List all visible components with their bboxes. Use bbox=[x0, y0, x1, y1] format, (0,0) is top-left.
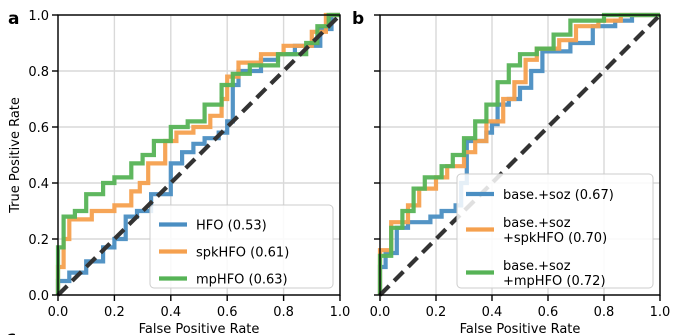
y-axis-label: True Positive Rate bbox=[8, 97, 23, 214]
legend-label-2: base.+soz +mpHFO (0.72) bbox=[503, 259, 606, 289]
roc-curve-2 bbox=[55, 12, 340, 295]
legend-label-1: base.+soz +spkHFO (0.70) bbox=[503, 216, 607, 246]
panel-letter-b: b bbox=[352, 9, 364, 29]
x-tick-label: 0.4 bbox=[160, 305, 181, 320]
panel-letter-a: a bbox=[8, 9, 19, 29]
plot-frame bbox=[57, 14, 341, 296]
y-tick-label: 1.0 bbox=[28, 9, 49, 24]
legend-box bbox=[456, 173, 654, 289]
x-axis-label: False Positive Rate bbox=[460, 322, 581, 335]
y-tick-label: 0.4 bbox=[28, 177, 49, 192]
y-tick-label: 0.8 bbox=[28, 65, 49, 80]
y-tick-label: 0.0 bbox=[28, 289, 49, 304]
x-axis-label: False Positive Rate bbox=[139, 322, 260, 335]
chance-diagonal-line bbox=[378, 13, 662, 297]
x-tick-label: 0.8 bbox=[594, 305, 615, 320]
x-tick-label: 0.6 bbox=[538, 305, 559, 320]
plot-frame bbox=[379, 14, 661, 296]
panel-a: 0.0 0.2 0.4 0.6 0.8 1.0 0.0 0.2 0.4 0.6 0.8 1.0 Fals… bbox=[8, 9, 350, 335]
roc-curve-2 bbox=[377, 12, 660, 295]
x-tick-label: 0.2 bbox=[426, 305, 447, 320]
x-tick-label: 0.0 bbox=[370, 305, 391, 320]
y-tick-label: 0.2 bbox=[28, 233, 49, 248]
x-tick-label: 1.0 bbox=[330, 305, 351, 320]
x-tick-label: 0.0 bbox=[48, 305, 69, 320]
panel-letter-c: c bbox=[6, 328, 16, 335]
legend-label-2: mpHFO (0.63) bbox=[196, 273, 288, 288]
panel-b: 0.0 0.2 0.4 0.6 0.8 1.0 False Positive Rate b ba… bbox=[352, 9, 670, 335]
chance-diagonal-line bbox=[56, 13, 342, 297]
legend-label-0: base.+soz (0.67) bbox=[503, 188, 614, 203]
x-tick-label: 0.4 bbox=[482, 305, 503, 320]
x-tick-label: 0.2 bbox=[104, 305, 125, 320]
legend-label-0: HFO (0.53) bbox=[196, 219, 267, 234]
legend-label-1: spkHFO (0.61) bbox=[196, 246, 289, 261]
x-tick-label: 0.8 bbox=[273, 305, 294, 320]
x-tick-label: 0.6 bbox=[217, 305, 238, 320]
y-tick-label: 0.6 bbox=[28, 121, 49, 136]
x-tick-label: 1.0 bbox=[650, 305, 671, 320]
legend-box bbox=[149, 204, 334, 289]
